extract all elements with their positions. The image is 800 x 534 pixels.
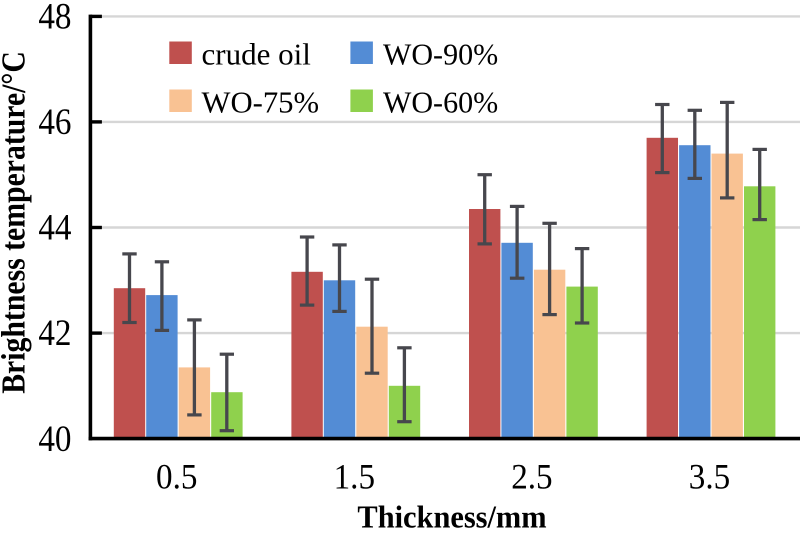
svg-text:44: 44 xyxy=(38,206,71,248)
svg-text:2.5: 2.5 xyxy=(511,457,552,497)
svg-text:1.5: 1.5 xyxy=(334,457,375,497)
svg-text:48: 48 xyxy=(38,0,71,37)
svg-text:crude oil: crude oil xyxy=(202,36,311,71)
svg-text:WO-60%: WO-60% xyxy=(383,85,498,120)
svg-text:Thickness/mm: Thickness/mm xyxy=(357,499,546,534)
svg-text:40: 40 xyxy=(38,417,71,459)
svg-text:42: 42 xyxy=(38,311,71,353)
svg-text:Brightness temperature/°C: Brightness temperature/°C xyxy=(0,51,32,394)
svg-text:3.5: 3.5 xyxy=(689,457,730,497)
svg-text:46: 46 xyxy=(38,100,71,142)
svg-text:WO-90%: WO-90% xyxy=(383,37,498,72)
svg-text:0.5: 0.5 xyxy=(156,457,197,497)
svg-text:WO-75%: WO-75% xyxy=(202,85,320,119)
